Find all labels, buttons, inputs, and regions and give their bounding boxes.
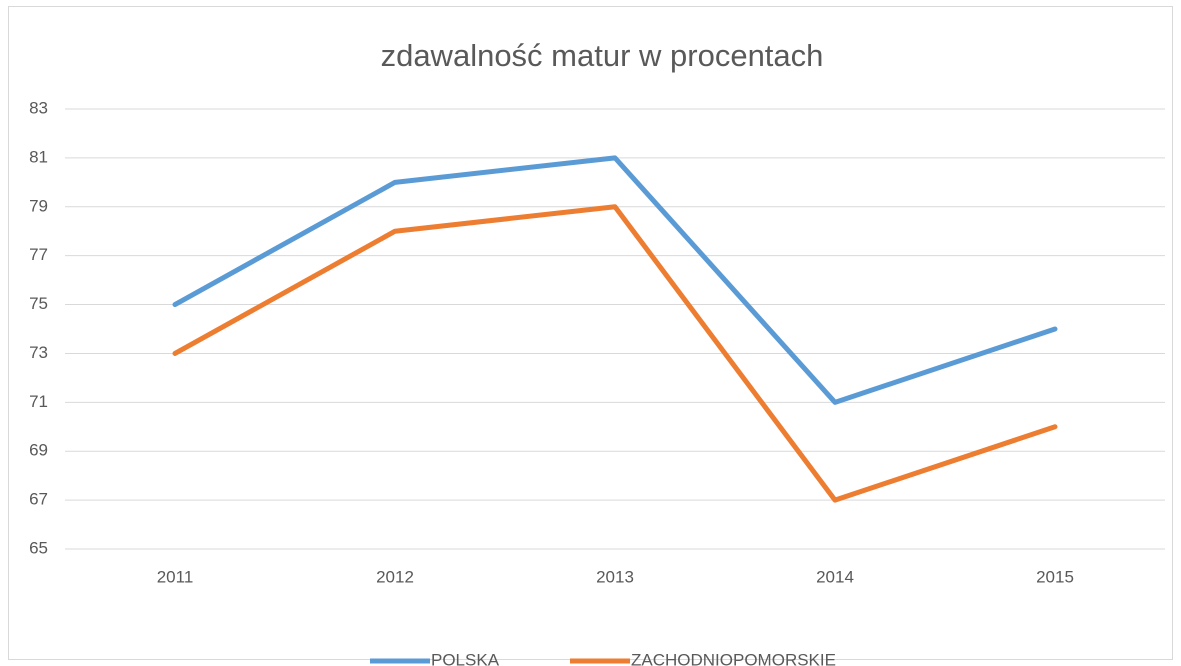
y-tick-label: 79 bbox=[29, 196, 48, 215]
chart-title: zdawalność matur w procentach bbox=[381, 38, 824, 73]
y-tick-label: 75 bbox=[29, 294, 48, 313]
legend-label: POLSKA bbox=[431, 650, 500, 666]
y-tick-label: 71 bbox=[29, 392, 48, 411]
series-line bbox=[172, 204, 1058, 503]
y-tick-label: 77 bbox=[29, 245, 48, 264]
y-tick-label: 81 bbox=[29, 147, 48, 166]
y-tick-label: 65 bbox=[29, 538, 48, 557]
legend-label: ZACHODNIOPOMORSKIE bbox=[631, 650, 836, 666]
x-tick-label: 2015 bbox=[1036, 567, 1074, 586]
y-tick-label: 69 bbox=[29, 441, 48, 460]
y-tick-label: 73 bbox=[29, 343, 48, 362]
y-tick-label: 67 bbox=[29, 490, 48, 509]
x-tick-label: 2011 bbox=[157, 567, 194, 586]
y-tick-label: 83 bbox=[29, 98, 48, 117]
x-tick-label: 2013 bbox=[596, 567, 634, 586]
chart-border bbox=[8, 6, 1173, 660]
x-tick-label: 2012 bbox=[376, 567, 414, 586]
x-tick-label: 2014 bbox=[816, 567, 854, 586]
series-line bbox=[172, 155, 1058, 405]
